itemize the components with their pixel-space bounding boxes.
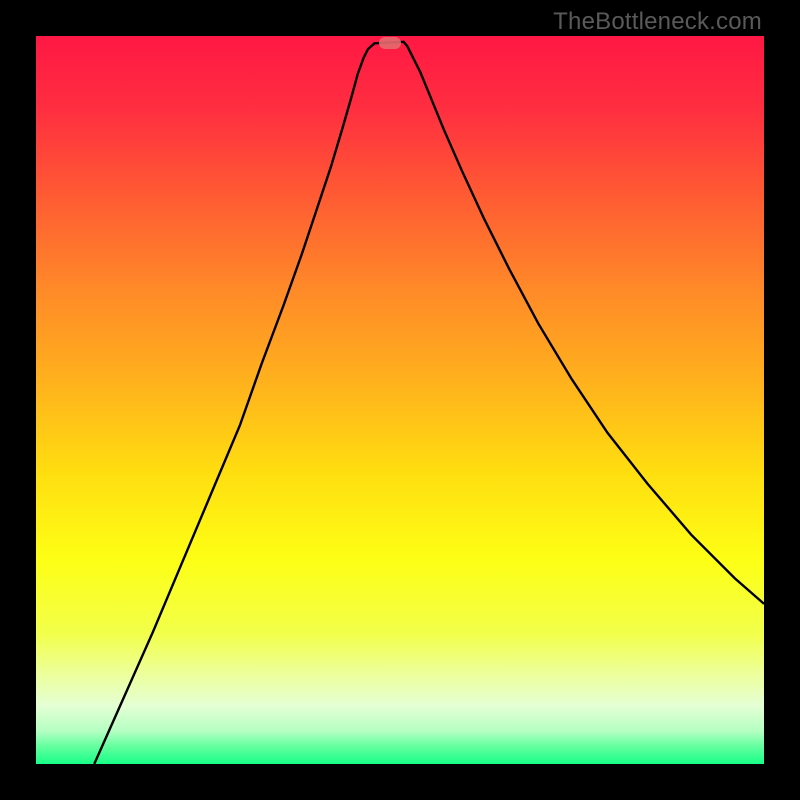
watermark-text: TheBottleneck.com: [553, 8, 762, 36]
outer-frame: TheBottleneck.com: [0, 0, 800, 800]
plot-area: [36, 36, 764, 764]
optimal-marker: [379, 37, 401, 49]
bottleneck-curve: [36, 36, 764, 764]
curve-path: [94, 42, 764, 764]
